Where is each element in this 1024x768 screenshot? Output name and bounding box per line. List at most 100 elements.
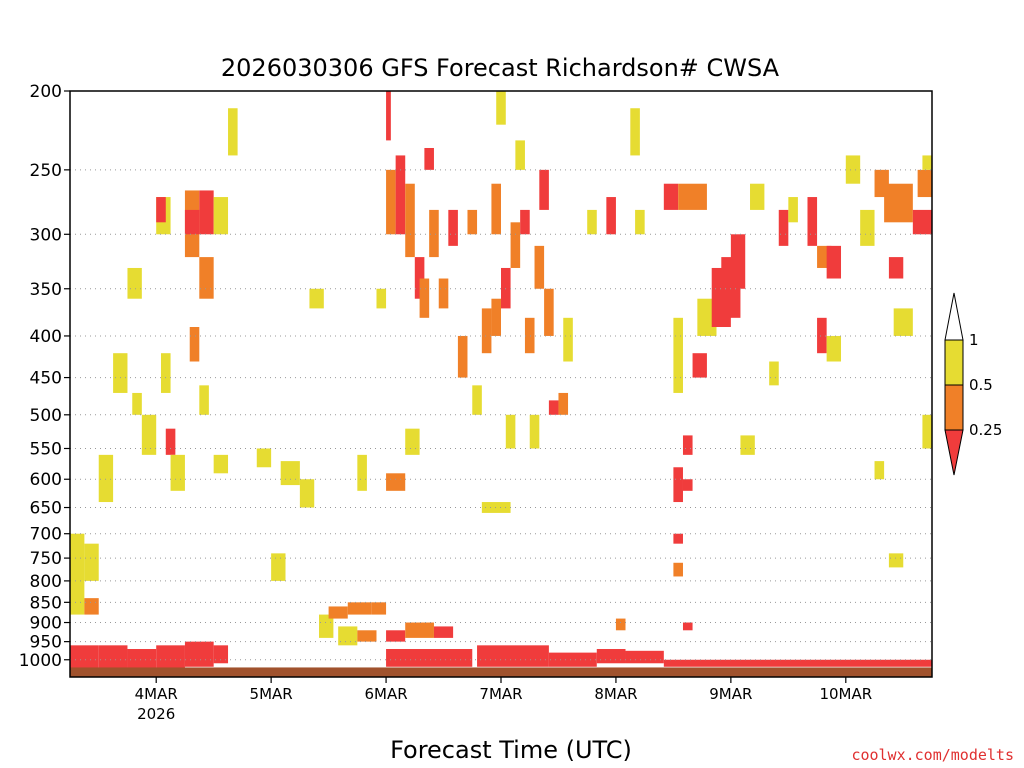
colorbar-bin-red <box>944 429 964 476</box>
ri-cell <box>587 209 597 235</box>
ri-cell <box>888 553 904 568</box>
ri-cell <box>625 650 664 664</box>
ri-cell <box>199 385 209 415</box>
ri-cell <box>184 641 214 667</box>
ri-cell <box>520 209 530 235</box>
ri-cell <box>912 209 932 235</box>
ri-cell <box>917 169 932 198</box>
y-axis: 200 250 300 350 400 450 500 550 600 650 700 750 8008… <box>19 82 70 671</box>
y-tick-label: 600 <box>30 470 62 490</box>
ri-cell <box>386 169 396 235</box>
ri-cell <box>860 209 875 246</box>
x-tick-label: 9MAR <box>709 685 752 703</box>
ri-cell <box>141 414 157 455</box>
ri-cell <box>884 183 913 223</box>
ri-cell <box>156 645 185 671</box>
ri-cell <box>682 622 693 631</box>
ri-cell <box>256 448 272 468</box>
ri-cell <box>596 648 626 664</box>
ri-cell <box>481 308 492 354</box>
ri-cell <box>692 353 707 378</box>
ri-cell <box>845 155 861 184</box>
ri-cell <box>127 267 142 299</box>
ri-cell <box>280 461 300 486</box>
colorbar-label: 0.5 <box>969 376 993 394</box>
x-axis: 4MAR 2026 5MAR 6MAR 7MAR 8MAR 9MAR 10MAR <box>135 677 872 723</box>
ri-cell <box>371 602 387 615</box>
plot-area <box>69 90 933 678</box>
ri-cell <box>615 618 626 631</box>
ri-cell <box>510 222 521 268</box>
y-tick-label: 500 <box>30 406 62 426</box>
ri-cell <box>673 467 683 503</box>
ri-cell <box>539 169 549 210</box>
ri-cell <box>750 183 765 210</box>
ri-cell <box>505 414 516 449</box>
ri-cell <box>347 602 372 615</box>
colorbar-bin-above-1 <box>944 292 964 341</box>
ri-cell <box>544 288 554 336</box>
ri-cell <box>548 652 597 667</box>
y-tick-label: 850 <box>30 593 62 613</box>
ri-cells-layer <box>70 91 932 674</box>
ri-cell <box>184 209 200 235</box>
colorbar-bin-yellow <box>944 339 964 386</box>
ri-cell <box>271 553 286 581</box>
surface-layer <box>70 667 932 677</box>
ri-cell <box>457 335 468 378</box>
ri-cell <box>414 257 425 299</box>
ri-cell <box>663 659 932 667</box>
ri-cell <box>563 317 573 362</box>
ri-cell <box>127 648 157 671</box>
ri-cell <box>888 257 904 279</box>
x-tick-label: 4MAR <box>135 685 178 703</box>
ri-cell <box>357 630 377 642</box>
ri-cell <box>228 108 238 156</box>
ri-cell <box>769 361 779 386</box>
x-tick-sublabel: 2026 <box>137 705 175 723</box>
ri-cell <box>606 197 616 235</box>
ri-cell <box>826 335 842 362</box>
ri-cell <box>807 197 818 246</box>
ri-cell <box>386 630 406 642</box>
y-tick-label: 900 <box>30 614 62 634</box>
ri-cell <box>132 392 142 415</box>
y-tick-label: 350 <box>30 280 62 300</box>
colorbar-label: 1 <box>969 331 979 349</box>
ri-cell <box>438 278 449 309</box>
ri-cell <box>673 533 683 544</box>
y-tick-label: 200 <box>30 82 62 102</box>
ri-cell <box>338 626 358 646</box>
ri-cell <box>170 454 185 491</box>
ri-cell <box>165 428 176 455</box>
y-tick-label: 450 <box>30 369 62 389</box>
ri-cell <box>156 197 166 223</box>
ri-cell <box>84 543 99 581</box>
ri-cell <box>405 183 415 258</box>
ri-cell <box>682 435 693 455</box>
ri-cell <box>826 245 842 279</box>
ri-cell <box>405 428 420 455</box>
y-tick-label: 950 <box>30 633 62 653</box>
ri-cell <box>357 454 367 491</box>
ri-cell <box>213 645 229 664</box>
chart-title: 2026030306 GFS Forecast Richardson# CWSA <box>221 54 780 82</box>
ri-cell <box>376 288 387 309</box>
ri-cell <box>730 234 746 289</box>
ri-cell <box>491 183 501 235</box>
plot-background <box>70 91 932 677</box>
ri-cell <box>424 147 434 170</box>
credit-text: coolwx.com/modelts <box>851 746 1014 764</box>
colorbar-label: 0.25 <box>969 421 1002 439</box>
ri-cell <box>663 183 679 210</box>
ri-cell <box>491 298 501 336</box>
y-tick-label: 550 <box>30 439 62 459</box>
ri-cell <box>405 622 434 638</box>
ri-cell <box>788 197 798 223</box>
ri-cell <box>199 257 214 299</box>
ri-cell <box>778 209 789 246</box>
ri-cell <box>630 108 640 156</box>
ri-cell <box>515 140 525 170</box>
ri-cell <box>534 245 545 289</box>
